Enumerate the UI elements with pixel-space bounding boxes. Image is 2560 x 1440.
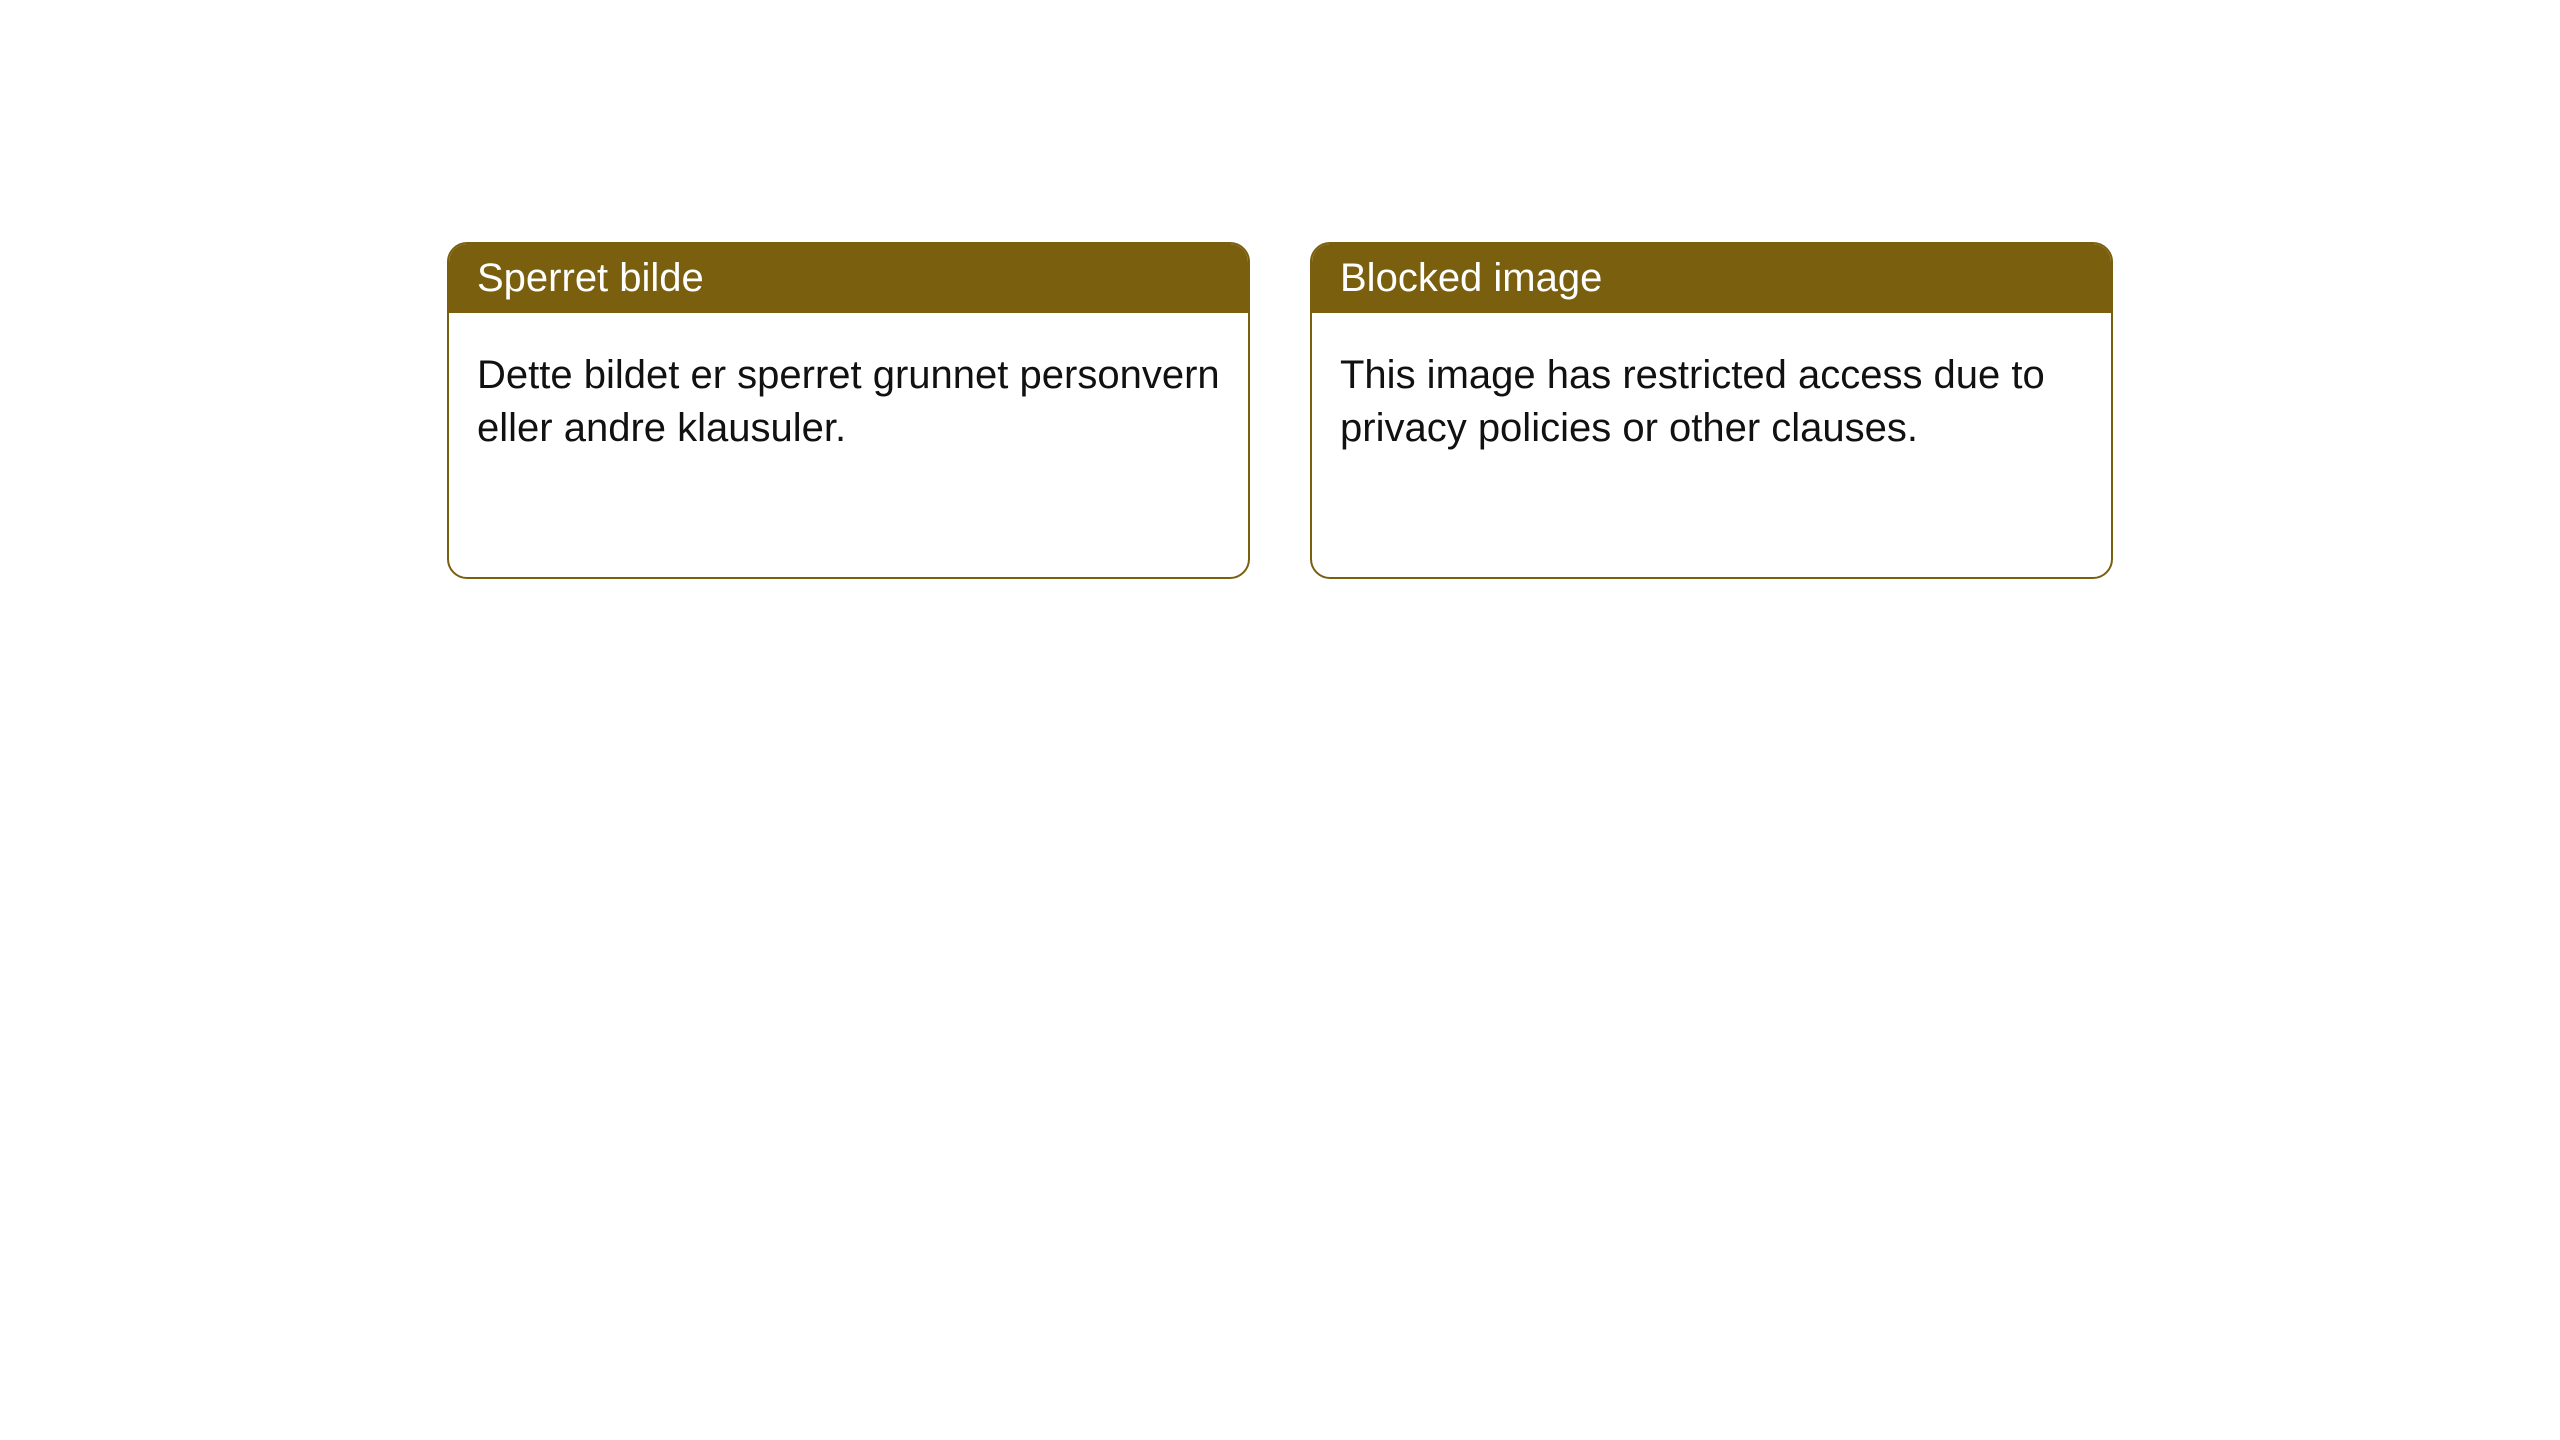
card-title: Sperret bilde [477, 256, 704, 300]
blocked-image-card-no: Sperret bilde Dette bildet er sperret gr… [447, 242, 1250, 579]
blocked-image-card-en: Blocked image This image has restricted … [1310, 242, 2113, 579]
card-body-text: This image has restricted access due to … [1340, 353, 2045, 450]
card-header: Sperret bilde [449, 244, 1248, 313]
card-body-text: Dette bildet er sperret grunnet personve… [477, 353, 1220, 450]
card-title: Blocked image [1340, 256, 1602, 300]
card-body: This image has restricted access due to … [1312, 313, 2111, 491]
card-body: Dette bildet er sperret grunnet personve… [449, 313, 1248, 491]
notice-container: Sperret bilde Dette bildet er sperret gr… [0, 0, 2560, 579]
card-header: Blocked image [1312, 244, 2111, 313]
